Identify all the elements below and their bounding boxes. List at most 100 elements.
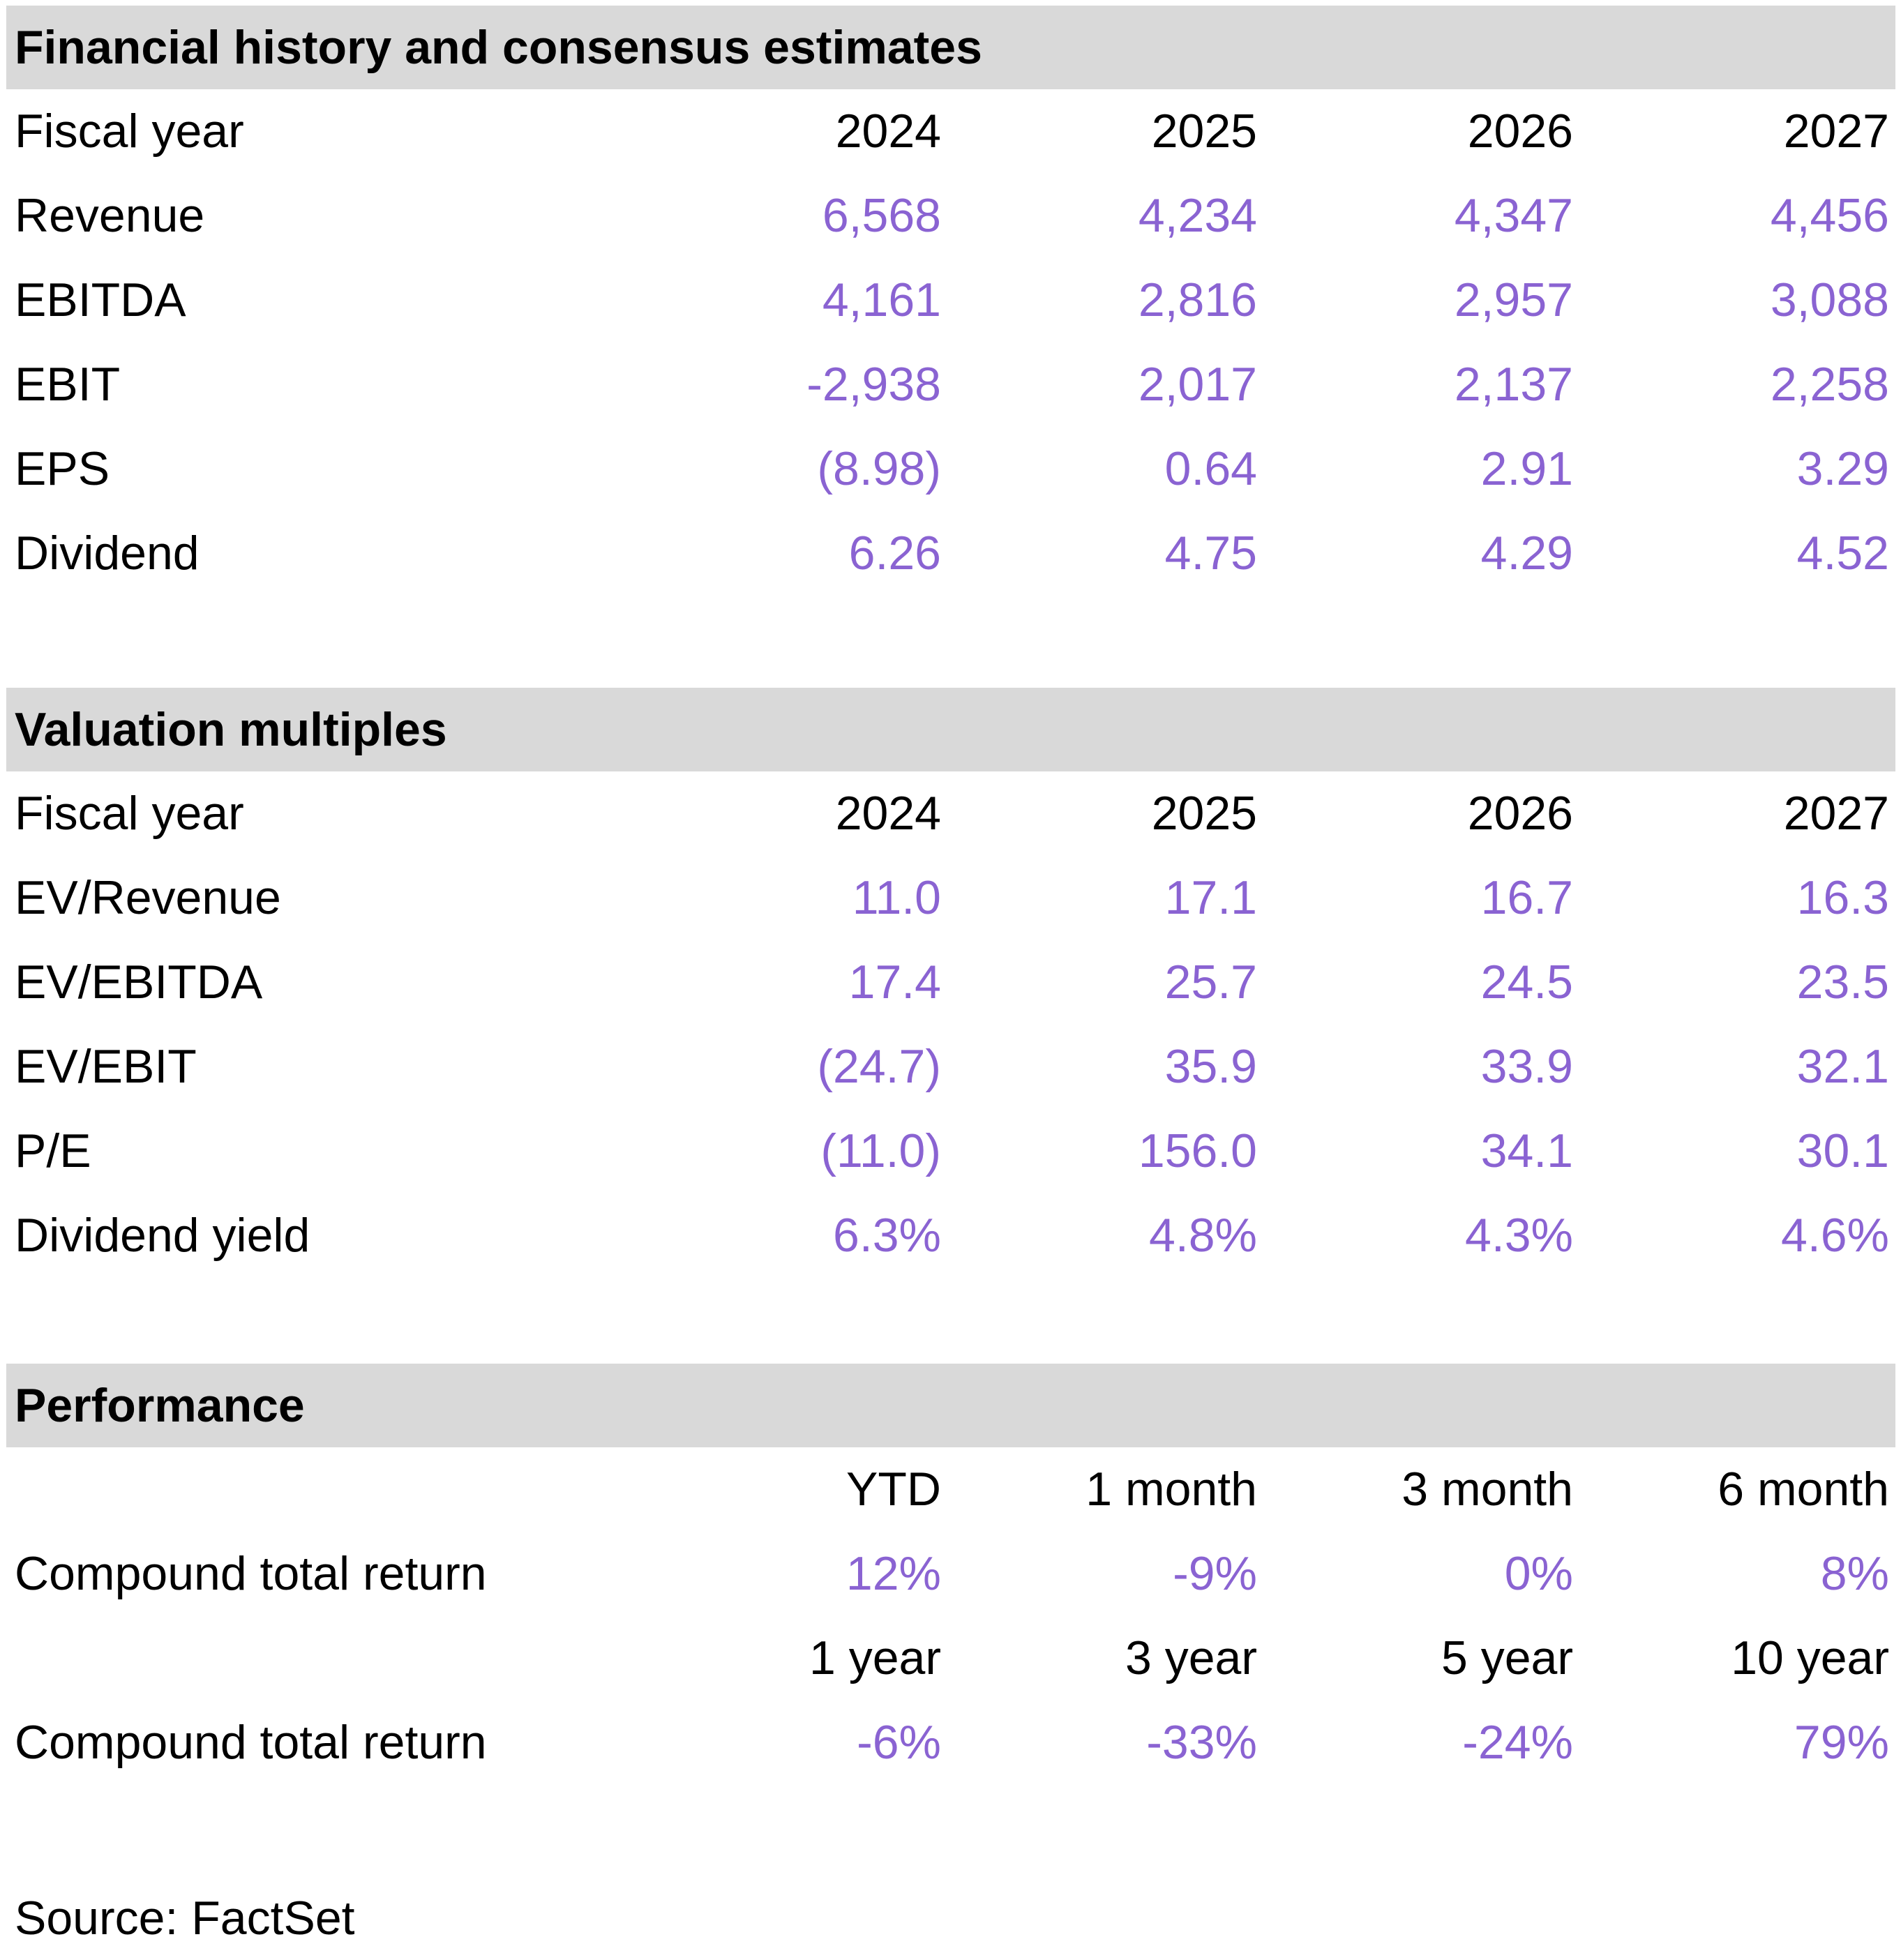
- table-cell: 4.29: [1480, 527, 1573, 580]
- column-header: YTD: [846, 1463, 941, 1516]
- table-row: Compound total return 12% -9% 0% 8%: [6, 1532, 1895, 1616]
- table-header-row: Fiscal year 2024 2025 2026 2027: [6, 771, 1895, 856]
- column-header: 3 year: [1125, 1631, 1257, 1684]
- row-label: EV/EBIT: [15, 1040, 197, 1093]
- table-cell: 16.3: [1796, 871, 1889, 924]
- row-label: EBIT: [15, 358, 121, 411]
- row-label: Dividend yield: [15, 1209, 310, 1262]
- table-cell: 156.0: [1138, 1124, 1257, 1177]
- row-label: Fiscal year: [15, 787, 244, 840]
- table-cell: 35.9: [1164, 1040, 1257, 1093]
- table-cell: 2,258: [1770, 358, 1889, 411]
- table-cell: (8.98): [817, 442, 941, 495]
- table-cell: 4.3%: [1465, 1209, 1573, 1262]
- row-label: P/E: [15, 1124, 91, 1177]
- table-row: EBIT -2,938 2,017 2,137 2,258: [6, 342, 1895, 427]
- valuation-multiples-section: Valuation multiples Fiscal year 2024 202…: [6, 688, 1895, 1278]
- table-cell: 4,456: [1770, 189, 1889, 242]
- table-cell: -2,938: [806, 358, 941, 411]
- table-cell: 2.91: [1480, 442, 1573, 495]
- section-title: Financial history and consensus estimate…: [6, 6, 1895, 89]
- table-cell: -6%: [857, 1716, 941, 1769]
- table-header-row: Fiscal year 2024 2025 2026 2027: [6, 89, 1895, 174]
- table-cell: 6,568: [822, 189, 941, 242]
- table-cell: (24.7): [817, 1040, 941, 1093]
- table-row: Dividend 6.26 4.75 4.29 4.52: [6, 511, 1895, 596]
- table-cell: 8%: [1820, 1547, 1889, 1600]
- column-header: 2024: [835, 105, 941, 158]
- table-cell: -9%: [1173, 1547, 1257, 1600]
- table-cell: 4.52: [1796, 527, 1889, 580]
- table-cell: 17.1: [1164, 871, 1257, 924]
- table-cell: 2,957: [1454, 273, 1573, 326]
- table-cell: 12%: [846, 1547, 941, 1600]
- table-cell: 16.7: [1480, 871, 1573, 924]
- table-cell: 79%: [1794, 1716, 1889, 1769]
- table-cell: 30.1: [1796, 1124, 1889, 1177]
- table-cell: 32.1: [1796, 1040, 1889, 1093]
- column-header: 2024: [835, 787, 941, 840]
- table-row: EBITDA 4,161 2,816 2,957 3,088: [6, 258, 1895, 342]
- table-cell: -33%: [1146, 1716, 1257, 1769]
- table-row: EV/EBIT (24.7) 35.9 33.9 32.1: [6, 1025, 1895, 1109]
- table-row: Revenue 6,568 4,234 4,347 4,456: [6, 174, 1895, 258]
- column-header: 2027: [1783, 787, 1889, 840]
- table-cell: 0.64: [1164, 442, 1257, 495]
- table-cell: 4,347: [1454, 189, 1573, 242]
- table-cell: 6.26: [848, 527, 941, 580]
- row-label: Revenue: [15, 189, 205, 242]
- row-label: EV/Revenue: [15, 871, 281, 924]
- table-cell: (11.0): [820, 1124, 941, 1177]
- row-label: EPS: [15, 442, 110, 495]
- table-cell: 2,017: [1138, 358, 1257, 411]
- table-cell: 4.75: [1164, 527, 1257, 580]
- column-header: 2025: [1151, 105, 1257, 158]
- table-cell: 23.5: [1796, 956, 1889, 1009]
- row-label: Compound total return: [15, 1547, 487, 1600]
- row-label: EV/EBITDA: [15, 956, 263, 1009]
- source-note: Source: FactSet: [15, 1892, 355, 1945]
- table-cell: 4,234: [1138, 189, 1257, 242]
- table-cell: 6.3%: [833, 1209, 941, 1262]
- column-header: 5 year: [1441, 1631, 1573, 1684]
- table-cell: 24.5: [1480, 956, 1573, 1009]
- table-cell: 25.7: [1164, 956, 1257, 1009]
- column-header: 2026: [1467, 787, 1573, 840]
- table-cell: -24%: [1462, 1716, 1573, 1769]
- table-cell: 4.8%: [1149, 1209, 1257, 1262]
- column-header: 1 month: [1085, 1463, 1257, 1516]
- column-header: 6 month: [1718, 1463, 1889, 1516]
- table-cell: 4.6%: [1781, 1209, 1889, 1262]
- table-header-row: YTD 1 month 3 month 6 month: [6, 1447, 1895, 1532]
- table-cell: 3.29: [1796, 442, 1889, 495]
- table-cell: 11.0: [852, 871, 941, 924]
- column-header: 3 month: [1402, 1463, 1573, 1516]
- section-title: Performance: [6, 1364, 1895, 1447]
- row-label: Compound total return: [15, 1716, 487, 1769]
- table-cell: 33.9: [1480, 1040, 1573, 1093]
- section-title: Valuation multiples: [6, 688, 1895, 771]
- table-cell: 2,137: [1454, 358, 1573, 411]
- column-header: 2027: [1783, 105, 1889, 158]
- column-header: 2025: [1151, 787, 1257, 840]
- table-cell: 34.1: [1480, 1124, 1573, 1177]
- table-row: EPS (8.98) 0.64 2.91 3.29: [6, 427, 1895, 511]
- table-header-row: 1 year 3 year 5 year 10 year: [6, 1616, 1895, 1701]
- column-header: 2026: [1467, 105, 1573, 158]
- table-row: Compound total return -6% -33% -24% 79%: [6, 1701, 1895, 1785]
- table-row: EV/Revenue 11.0 17.1 16.7 16.3: [6, 856, 1895, 940]
- financial-history-section: Financial history and consensus estimate…: [6, 6, 1895, 596]
- table-cell: 17.4: [848, 956, 941, 1009]
- table-cell: 3,088: [1770, 273, 1889, 326]
- column-header: 10 year: [1731, 1631, 1889, 1684]
- table-row: P/E (11.0) 156.0 34.1 30.1: [6, 1109, 1895, 1193]
- table-cell: 4,161: [822, 273, 941, 326]
- row-label: Dividend: [15, 527, 200, 580]
- row-label: Fiscal year: [15, 105, 244, 158]
- table-row: Dividend yield 6.3% 4.8% 4.3% 4.6%: [6, 1193, 1895, 1278]
- table-row: EV/EBITDA 17.4 25.7 24.5 23.5: [6, 940, 1895, 1025]
- row-label: EBITDA: [15, 273, 186, 326]
- table-cell: 0%: [1504, 1547, 1573, 1600]
- table-cell: 2,816: [1138, 273, 1257, 326]
- column-header: 1 year: [809, 1631, 941, 1684]
